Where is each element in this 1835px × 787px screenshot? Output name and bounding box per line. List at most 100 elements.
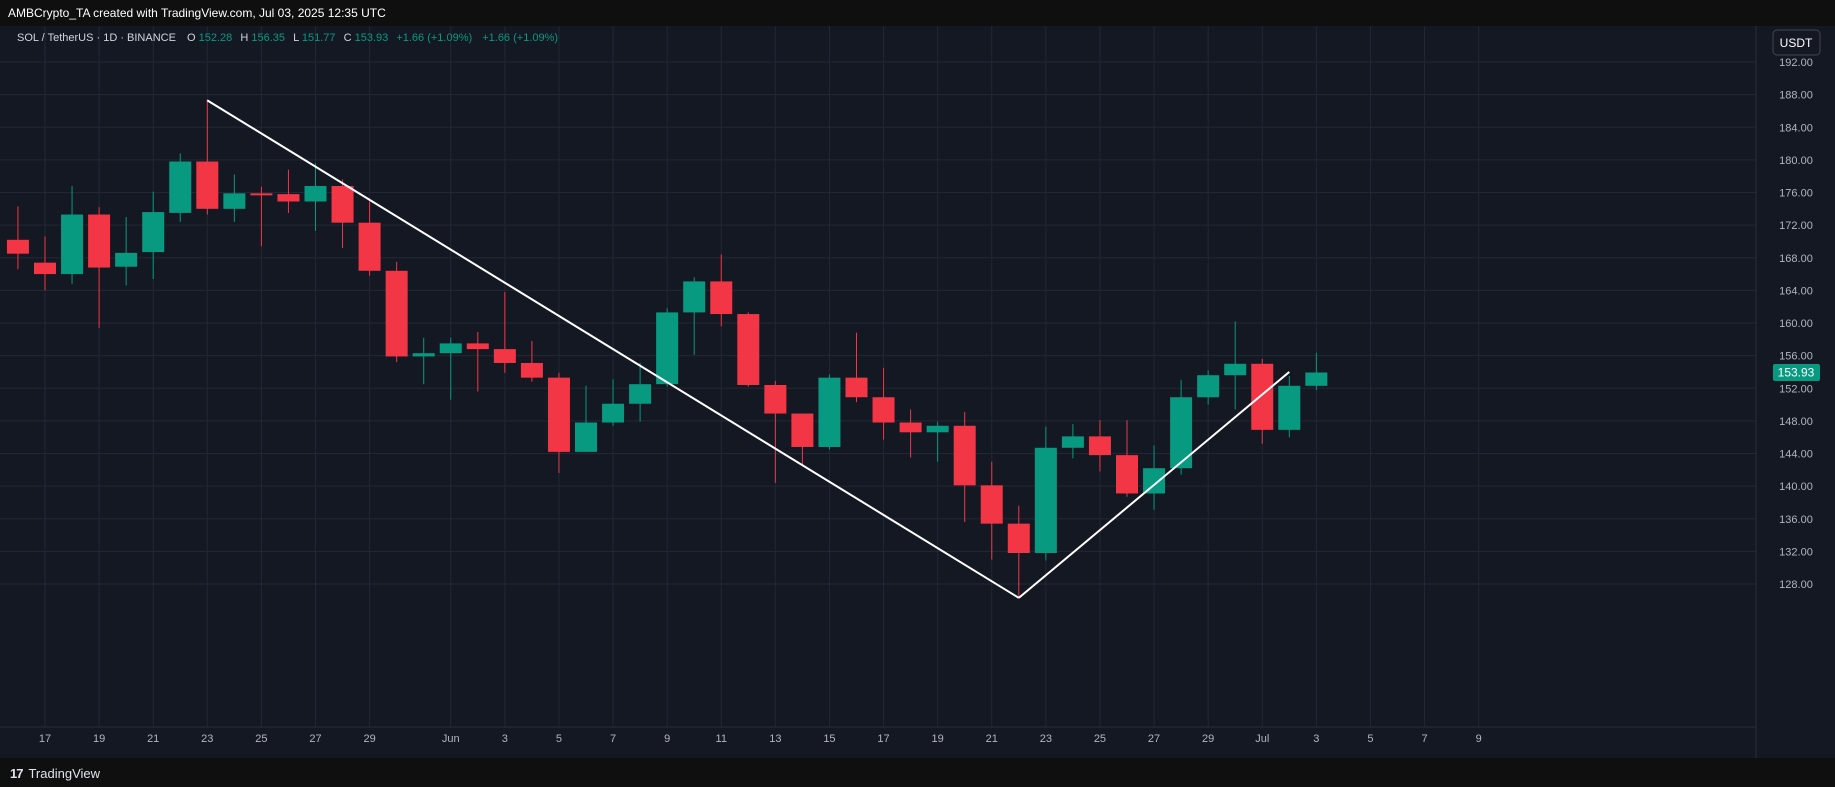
candle-body-down[interactable] [1088, 436, 1111, 456]
time-tick-label: 3 [1313, 733, 1319, 745]
candle-body-down[interactable] [980, 485, 1003, 524]
candle-body-up[interactable] [1034, 447, 1057, 554]
currency-button[interactable]: USDT [1772, 29, 1821, 56]
candle-body-up[interactable] [629, 384, 652, 404]
candle-body-down[interactable] [6, 239, 29, 254]
time-axis[interactable]: 17 19 21 23 25 27 29 Jun 3 5 7 9 11 13 15 17 19 21 23 25 27 2… [39, 733, 1482, 745]
high-value: 156.35 [251, 32, 285, 44]
time-tick-label: 9 [1476, 733, 1482, 745]
chart-area[interactable]: 128.00 132.00 136.00 140.00 144.00 148.00 152.… [0, 26, 1835, 758]
change-value-2: +1.66 (+1.09%) [482, 32, 558, 44]
candle-body-down[interactable] [331, 185, 354, 223]
candle-body-up[interactable] [439, 343, 462, 354]
time-tick-label: 25 [255, 733, 267, 745]
candle-body-up[interactable] [818, 377, 841, 447]
candle-body-up[interactable] [412, 353, 435, 357]
attribution-text: AMBCrypto_TA created with TradingView.co… [8, 6, 386, 20]
candle-body-up[interactable] [1305, 372, 1328, 386]
candle-body-down[interactable] [791, 413, 814, 447]
candle-body-down[interactable] [34, 262, 56, 275]
price-tick-label: 180.00 [1779, 155, 1813, 167]
time-tick-label: 11 [716, 733, 727, 745]
time-tick-label: 17 [39, 733, 51, 745]
candle-body-down[interactable] [520, 362, 543, 378]
candle-body-up[interactable] [115, 252, 138, 267]
symbol-legend[interactable]: SOL / TetherUS · 1D · BINANCE O 152.28 H… [17, 32, 558, 44]
candle-body-down[interactable] [872, 397, 895, 423]
candle-body-down[interactable] [358, 222, 381, 271]
time-tick-label: Jul [1255, 733, 1269, 745]
price-tick-label: 132.00 [1779, 546, 1813, 558]
candle-body-up[interactable] [169, 161, 192, 213]
symbol-name: SOL / TetherUS · 1D · BINANCE [17, 32, 176, 44]
candlestick-chart[interactable]: 128.00 132.00 136.00 140.00 144.00 148.00 152.… [0, 26, 1835, 758]
last-price-badge: 153.93 [1773, 364, 1820, 382]
tradingview-brand-label: TradingView [28, 766, 101, 781]
candle-body-up[interactable] [602, 403, 625, 423]
last-price-label: 153.93 [1778, 366, 1815, 380]
time-tick-label: 21 [147, 733, 159, 745]
candle-body-down[interactable] [737, 314, 760, 385]
trendlines-group[interactable] [206, 99, 1290, 599]
time-tick-label: 5 [556, 733, 562, 745]
low-label: L [293, 32, 299, 44]
candle-body-up[interactable] [683, 281, 706, 313]
candle-body-up[interactable] [1224, 363, 1247, 376]
candle-body-down[interactable] [1007, 523, 1030, 554]
trendline[interactable] [206, 99, 1020, 599]
price-tick-label: 172.00 [1779, 220, 1813, 232]
candle-body-up[interactable] [926, 425, 949, 433]
time-tick-label: 21 [986, 733, 998, 745]
candle-body-up[interactable] [575, 422, 597, 452]
price-axis[interactable]: 128.00 132.00 136.00 140.00 144.00 148.00 152.… [1779, 57, 1813, 591]
candle-body-down[interactable] [953, 425, 976, 486]
candle-body-down[interactable] [547, 377, 570, 452]
candle-body-down[interactable] [196, 161, 219, 209]
time-tick-label: 7 [610, 733, 616, 745]
price-tick-label: 140.00 [1779, 481, 1813, 493]
price-tick-label: 144.00 [1779, 449, 1813, 461]
candle-body-down[interactable] [250, 193, 273, 196]
high-label: H [240, 32, 248, 44]
candle-body-up[interactable] [223, 193, 246, 209]
time-tick-label: 3 [502, 733, 508, 745]
tradingview-brand[interactable]: 17 TradingView [10, 766, 100, 781]
time-tick-label: 5 [1367, 733, 1373, 745]
last-price-rect [1773, 364, 1820, 382]
open-label: O [187, 32, 196, 44]
time-tick-label: 19 [93, 733, 105, 745]
candle-body-down[interactable] [88, 214, 111, 268]
time-tick-label: 27 [309, 733, 321, 745]
time-tick-label: 29 [1202, 733, 1214, 745]
price-tick-label: 136.00 [1779, 514, 1813, 526]
candle-body-down[interactable] [899, 422, 922, 433]
time-tick-label: 7 [1421, 733, 1427, 745]
candle-body-up[interactable] [1143, 468, 1166, 494]
candle-body-up[interactable] [1061, 436, 1084, 448]
candle-body-down[interactable] [710, 281, 733, 315]
candle-body-down[interactable] [1251, 363, 1274, 430]
candle-body-down[interactable] [493, 349, 516, 363]
candle-body-down[interactable] [466, 343, 489, 350]
price-tick-label: 156.00 [1779, 351, 1813, 363]
candle-body-down[interactable] [1116, 455, 1138, 494]
trendline[interactable] [1018, 371, 1290, 599]
currency-button-label[interactable]: USDT [1780, 36, 1813, 50]
candle-body-down[interactable] [277, 194, 300, 202]
time-tick-label: 23 [1040, 733, 1052, 745]
candle-body-up[interactable] [142, 212, 165, 253]
candle-body-up[interactable] [304, 185, 327, 202]
candle-body-up[interactable] [1278, 385, 1301, 430]
candle-body-up[interactable] [1170, 397, 1193, 469]
currency-button-frame[interactable] [1772, 29, 1821, 56]
candle-body-up[interactable] [656, 312, 679, 385]
price-tick-label: 128.00 [1779, 579, 1813, 591]
time-tick-label: 29 [363, 733, 375, 745]
time-tick-label: 13 [769, 733, 781, 745]
candle-body-down[interactable] [764, 384, 787, 414]
candle-body-down[interactable] [385, 270, 408, 357]
time-tick-label: 25 [1094, 733, 1106, 745]
candle-body-up[interactable] [61, 214, 84, 275]
candle-body-down[interactable] [845, 377, 868, 398]
candle-body-up[interactable] [1197, 375, 1220, 398]
